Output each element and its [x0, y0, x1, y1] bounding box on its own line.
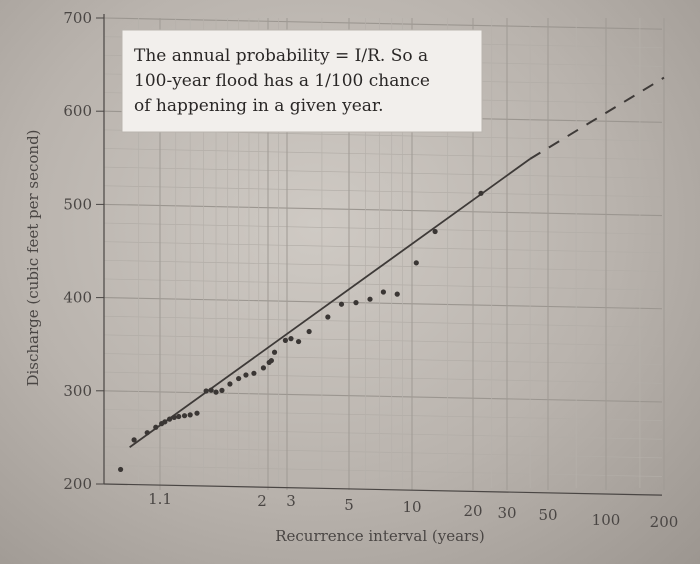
horizontal-gridline: [103, 17, 663, 30]
data-point: [194, 410, 200, 416]
data-point: [271, 349, 278, 355]
y-axis-label: Discharge (cubic feet per second): [24, 129, 42, 386]
horizontal-gridline: [103, 334, 663, 347]
data-point: [227, 381, 233, 387]
data-point: [325, 314, 331, 320]
data-point: [176, 413, 182, 420]
data-point: [213, 389, 219, 395]
annotation-background: [121, 29, 483, 133]
horizontal-gridline: [103, 278, 663, 291]
data-point: [243, 372, 249, 378]
horizontal-gridline: [103, 148, 663, 160]
y-tick-label: 300: [63, 382, 92, 400]
data-point: [162, 419, 168, 425]
fit-line-dashed-extrapolation: [529, 76, 665, 160]
data-point: [181, 413, 188, 419]
fit-line: [129, 76, 665, 448]
data-point: [353, 300, 359, 306]
x-tick-label: 200: [650, 513, 679, 531]
data-point: [478, 190, 484, 196]
data-point: [219, 387, 225, 393]
annotation-line-1: The annual probability = I/R. So a: [134, 46, 428, 66]
x-tick-label: 1.1: [148, 490, 172, 508]
fit-line-solid: [129, 158, 531, 448]
data-point: [260, 365, 267, 371]
horizontal-gridline: [103, 371, 663, 384]
annotation-box: The annual probability = I/R. So a 100-y…: [121, 29, 483, 133]
horizontal-gridline: [103, 185, 663, 198]
horizontal-gridline: [103, 353, 663, 366]
data-point: [131, 437, 137, 443]
data-point: [153, 424, 159, 430]
data-point: [295, 338, 302, 345]
x-tick-label: 3: [286, 492, 296, 510]
data-point: [268, 357, 274, 364]
data-points: [117, 190, 484, 473]
data-point: [394, 291, 400, 297]
data-point: [251, 370, 257, 376]
x-tick-label: 2: [257, 492, 267, 510]
data-point: [203, 388, 209, 394]
x-axis-ticks: 1.1 2 3 5 10 20 30 50 100 200: [148, 490, 678, 531]
horizontal-gridline: [103, 222, 663, 235]
data-point: [306, 328, 312, 335]
annotation-line-3: of happening in a given year.: [134, 96, 384, 116]
y-tick-label: 700: [63, 9, 92, 27]
horizontal-gridline: [103, 315, 663, 328]
horizontal-gridline: [103, 241, 663, 254]
horizontal-gridline: [103, 203, 663, 217]
axes: [103, 14, 663, 496]
horizontal-gridline: [103, 465, 663, 477]
data-point: [166, 416, 173, 422]
annotation-line-2: 100-year flood has a 1/100 chance: [134, 71, 430, 91]
y-tick-label: 600: [63, 102, 92, 120]
y-tick-label: 400: [63, 289, 92, 307]
y-tick-label: 500: [63, 195, 92, 213]
x-tick-label: 20: [463, 502, 482, 520]
x-tick-label: 30: [497, 504, 516, 522]
data-point: [288, 336, 294, 342]
horizontal-gridline: [103, 297, 663, 310]
x-tick-label: 10: [402, 498, 421, 516]
data-point: [117, 466, 124, 473]
data-point: [236, 375, 242, 382]
x-tick-label: 5: [344, 496, 354, 514]
y-tick-label: 200: [63, 475, 92, 493]
horizontal-gridline: [103, 166, 663, 179]
data-point: [144, 430, 150, 436]
data-point: [282, 337, 289, 343]
horizontal-gridline: [103, 259, 663, 272]
data-point: [187, 412, 193, 418]
gridlines: [103, 17, 665, 490]
data-point: [380, 289, 386, 295]
y-axis-ticks: 200 300 400 500 600 700: [63, 9, 104, 493]
data-point: [367, 296, 373, 302]
horizontal-gridline: [103, 446, 663, 459]
horizontal-gridline: [103, 427, 663, 440]
data-point: [208, 387, 214, 393]
horizontal-gridline: [103, 390, 663, 403]
data-point: [413, 260, 419, 266]
x-tick-label: 100: [592, 511, 621, 529]
data-point: [432, 228, 438, 235]
data-point: [171, 414, 177, 420]
x-tick-label: 50: [538, 506, 557, 524]
x-axis-label: Recurrence interval (years): [275, 527, 485, 545]
x-axis-line: [103, 483, 663, 496]
data-point: [338, 301, 345, 307]
